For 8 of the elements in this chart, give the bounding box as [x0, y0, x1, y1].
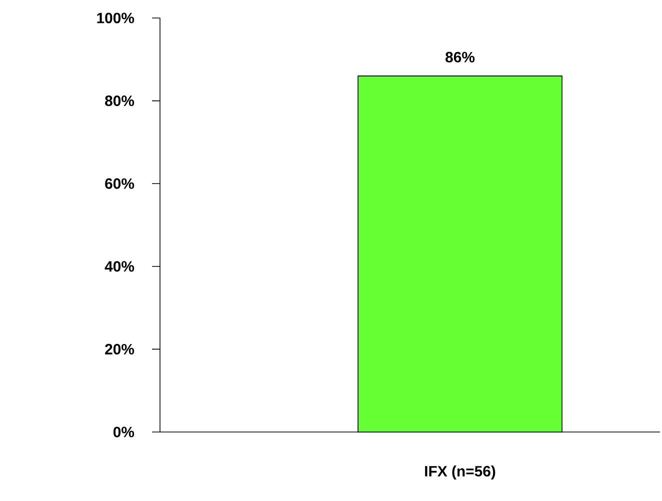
- y-tick-label: 40%: [104, 261, 134, 272]
- data-label: 86%: [446, 52, 475, 62]
- y-tick-label: 80%: [105, 96, 134, 106]
- y-tick-label: 0%: [113, 426, 134, 438]
- y-tick-label: 100%: [97, 12, 134, 24]
- y-tick-label: 20%: [105, 344, 134, 354]
- x-tick-label: IFX (n=56): [425, 466, 496, 480]
- y-tick-label: 60%: [105, 178, 134, 189]
